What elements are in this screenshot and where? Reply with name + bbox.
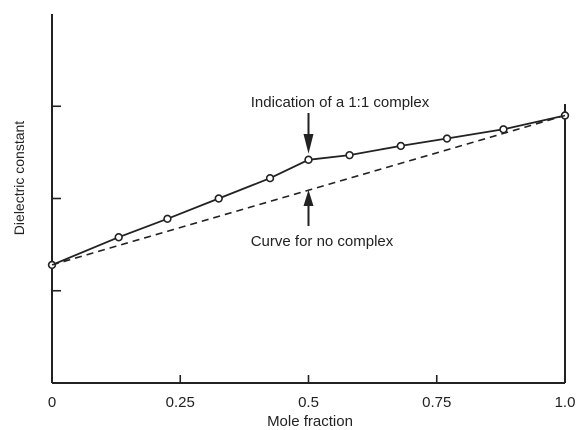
data-point: [560, 111, 570, 120]
ticks: 0 0.25 0.5 0.75 1.0: [48, 105, 576, 411]
x-axis-label: Mole fraction: [267, 413, 353, 430]
x-tick-label: 0.75: [422, 394, 451, 411]
arrow-complex-head: [303, 134, 314, 154]
data-point: [163, 214, 172, 223]
data-point: [304, 155, 313, 164]
x-tick-label: 0: [48, 394, 56, 411]
data-point: [499, 125, 508, 134]
arrow-nocomplex-head: [303, 190, 314, 206]
x-tick-label: 0.25: [166, 394, 195, 411]
x-tick-label: 0.5: [298, 394, 319, 411]
annotations: Indication of a 1:1 complex Curve for no …: [251, 94, 430, 250]
data-point: [265, 174, 275, 183]
data-point: [442, 134, 452, 143]
annotation-no-complex: Curve for no complex: [251, 233, 394, 250]
x-tick-label: 1.0: [555, 394, 576, 411]
data-point: [345, 150, 354, 160]
y-axis-label: Dielectric constant: [11, 121, 27, 235]
data-point: [214, 194, 223, 203]
data-point: [114, 233, 123, 242]
data-point: [396, 141, 406, 151]
data-point: [47, 260, 57, 270]
annotation-complex: Indication of a 1:1 complex: [251, 94, 430, 111]
